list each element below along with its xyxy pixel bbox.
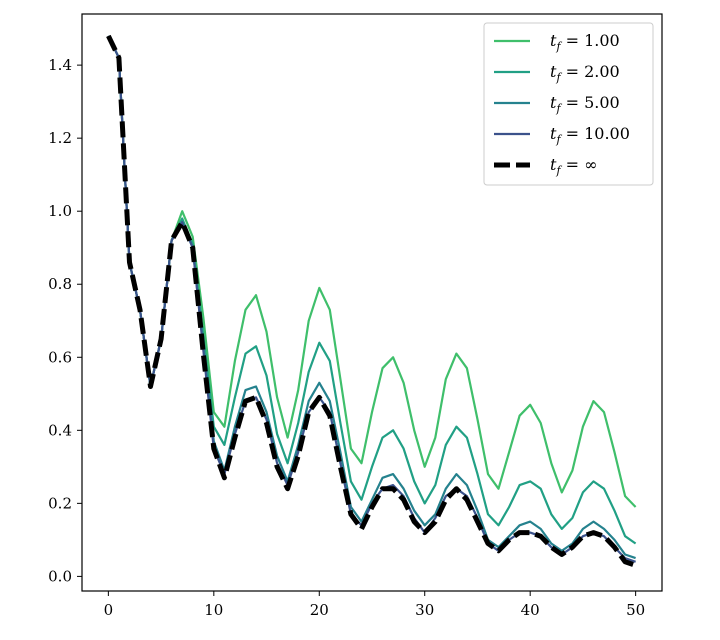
x-axis: 0 10 20 30 40 50 — [104, 591, 645, 619]
x-tick-label: 10 — [204, 601, 223, 619]
x-tick-label: 0 — [104, 601, 114, 619]
y-tick-label: 1.4 — [48, 56, 72, 74]
legend-label-subscript: f — [555, 102, 562, 115]
plot-marks — [106, 34, 637, 568]
x-tick-label: 20 — [310, 601, 329, 619]
legend-label-value: = 5.00 — [561, 93, 620, 112]
y-tick-label: 0.6 — [48, 348, 72, 366]
legend-label-subscript: f — [555, 133, 562, 146]
legend-label-4: tf = ∞ — [550, 155, 597, 177]
legend-label-value: = ∞ — [561, 155, 598, 174]
legend-label-value: = 2.00 — [561, 62, 620, 81]
legend-label-var: t — [550, 62, 557, 81]
legend-label-var: t — [550, 124, 557, 143]
x-tick-label: 40 — [521, 601, 540, 619]
y-tick-label: 0.2 — [48, 494, 72, 512]
legend-label-0: tf = 1.00 — [550, 31, 620, 53]
legend-label-var: t — [550, 155, 557, 174]
legend-label-subscript: f — [555, 164, 562, 177]
x-tick-label: 50 — [626, 601, 645, 619]
plot-frame — [81, 13, 663, 592]
y-tick-label: 0.8 — [48, 275, 72, 293]
x-tick-label: 30 — [415, 601, 434, 619]
legend-box — [483, 22, 654, 186]
y-tick-label: 0.0 — [48, 567, 72, 585]
legend-label-1: tf = 2.00 — [550, 62, 620, 84]
y-tick-label: 0.4 — [48, 421, 72, 439]
y-axis: 0.0 0.2 0.4 0.6 0.8 1.0 1.2 1.4 — [48, 56, 82, 585]
legend-label-3: tf = 10.00 — [550, 124, 630, 146]
legend-label-value: = 1.00 — [561, 31, 620, 50]
legend-label-value: = 10.00 — [561, 124, 630, 143]
legend-label-subscript: f — [555, 71, 562, 84]
legend-label-var: t — [550, 31, 557, 50]
series-line-0 — [107, 35, 637, 508]
legend-label-var: t — [550, 93, 557, 112]
legend-label-subscript: f — [555, 40, 562, 53]
y-tick-label: 1.2 — [48, 129, 72, 147]
y-tick-label: 1.0 — [48, 202, 72, 220]
series-line-4 — [106, 34, 637, 568]
legend-label-2: tf = 5.00 — [550, 93, 620, 115]
